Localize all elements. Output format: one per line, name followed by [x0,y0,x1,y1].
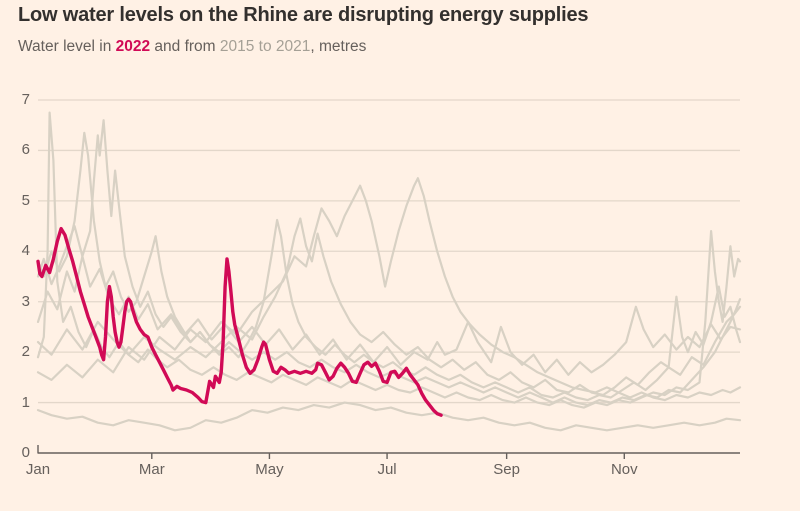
x-axis-label-may: May [255,461,284,478]
series-2018-line [36,177,742,402]
y-axis-label-7: 7 [21,91,30,108]
x-axis-label-mar: Mar [138,461,165,478]
series-2021-line [36,225,742,376]
subtitle-prefix: Water level in [18,38,116,55]
y-axis-label-6: 6 [21,141,30,159]
legend-2015-2021: 2015 to 2021 [219,38,311,55]
series-2022-line [36,226,443,417]
x-axis-label-nov: Nov [610,461,638,478]
x-axis-label-jul: Jul [377,461,397,478]
series-2017-line [36,119,742,407]
series-2019-line [36,401,742,432]
x-axis-label-jan: Jan [25,461,51,478]
chart-title: Low water levels on the Rhine are disrup… [18,4,589,26]
x-axis-label-sep: Sep [493,461,520,478]
y-axis-label-5: 5 [21,191,30,209]
y-axis-label-3: 3 [21,292,30,310]
y-axis-label-1: 1 [21,393,30,411]
subtitle-suffix: , metres [310,38,367,55]
y-axis-label-2: 2 [21,343,30,361]
legend-2022: 2022 [115,38,151,55]
chart-subtitle: Water level in 2022 and from 2015 to 202… [18,38,366,56]
subtitle-middle: and from [150,38,220,55]
series-2020-line [36,217,742,397]
y-axis-label-4: 4 [21,242,30,260]
y-axis-label-0: 0 [21,444,30,461]
